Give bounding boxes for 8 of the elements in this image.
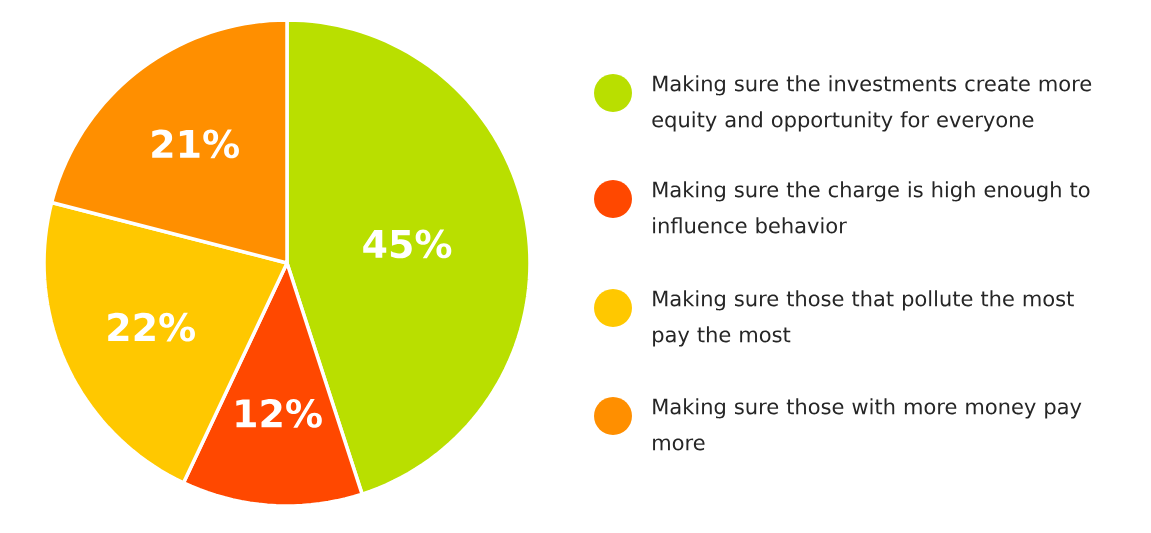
data-label: 22% <box>108 312 195 342</box>
legend-label: Making sure the charge is high enough to influence behavior <box>653 181 1090 234</box>
legend-label: Making sure the investments create more equity and opportunity for everyone <box>652 75 1092 132</box>
data-label: 21% <box>152 129 239 159</box>
legend-label: Making sure those that pollute the most pay the most <box>653 290 1074 347</box>
legend-label: Making sure those with more money pay more <box>653 398 1082 451</box>
data-label: 12% <box>236 398 322 428</box>
data-label: 45% <box>363 229 452 259</box>
